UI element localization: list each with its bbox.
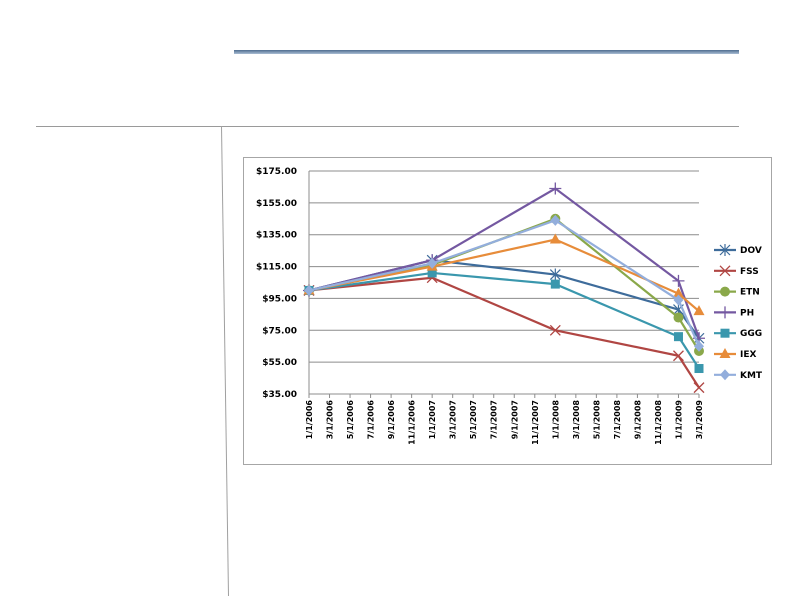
x-tick-label: 11/1/2006: [408, 400, 417, 445]
x-tick-label: 9/1/2008: [633, 400, 642, 440]
x-tick-label: 3/1/2008: [572, 400, 581, 440]
x-tick-label: 7/1/2007: [490, 400, 499, 439]
y-tick-label: $155.00: [256, 199, 297, 209]
y-tick-label: $115.00: [256, 263, 297, 273]
x-tick-label: 5/1/2008: [592, 400, 601, 440]
data-point-dov: [549, 268, 561, 281]
x-tick-label: 3/1/2007: [449, 400, 458, 439]
legend-marker-fss: [719, 265, 731, 277]
data-point-ph: [549, 182, 562, 195]
x-tick-label: 9/1/2006: [387, 400, 396, 440]
data-point-kmt: [694, 340, 704, 352]
legend-marker-etn: [720, 286, 730, 297]
line-chart: $175.00 $155.00 $135.00 $115.00 $95.00 $75.00…: [256, 167, 763, 445]
x-tick-label: 9/1/2007: [510, 400, 519, 439]
data-point-ph: [672, 274, 685, 287]
data-point-fss: [549, 324, 561, 336]
y-tick-label: $35.00: [262, 390, 297, 400]
legend-label-fss: FSS: [740, 267, 759, 277]
x-tick-label: 1/1/2006: [305, 400, 314, 440]
y-tick-label: $55.00: [262, 358, 297, 368]
legend-marker-ggg: [720, 328, 730, 338]
series-line-ph: [308, 187, 701, 339]
data-point-iex: [549, 233, 561, 244]
series-line-fss: [308, 276, 700, 389]
legend-marker-dov: [719, 244, 731, 256]
data-point-etn: [673, 312, 684, 323]
legend-label-kmt: KMT: [740, 371, 763, 381]
x-tick-label: 3/1/2009: [695, 400, 704, 440]
data-point-ggg: [673, 332, 683, 342]
legend-marker-iex: [719, 348, 731, 358]
legend-marker-kmt: [720, 369, 730, 381]
data-point-kmt: [427, 257, 438, 269]
x-tick-label: 11/1/2008: [654, 400, 663, 445]
legend-label-ggg: GGG: [740, 329, 762, 339]
x-tick-label: 1/1/2007: [428, 400, 437, 439]
y-tick-label: $95.00: [262, 294, 297, 304]
data-point-ggg: [550, 279, 560, 289]
x-tick-label: 7/1/2008: [613, 400, 622, 440]
series-line-dov: [308, 259, 700, 339]
y-tick-label: $75.00: [262, 326, 297, 336]
x-tick-label: 11/1/2007: [531, 400, 540, 445]
data-point-iex: [672, 287, 684, 298]
legend-label-ph: PH: [740, 308, 754, 318]
legend-label-etn: ETN: [740, 288, 760, 298]
legend-label-iex: IEX: [740, 350, 756, 360]
data-point-kmt: [673, 294, 684, 306]
data-point-kmt: [304, 284, 314, 296]
x-tick-label: 1/1/2008: [551, 400, 560, 440]
series-line-kmt: [308, 219, 701, 347]
section-divider: [36, 126, 739, 127]
chart-frame: $175.00 $155.00 $135.00 $115.00 $95.00 $75.00…: [243, 157, 772, 465]
data-point-iex: [693, 305, 705, 316]
data-point-fss: [673, 350, 684, 362]
x-tick-label: 1/1/2009: [674, 400, 683, 440]
x-tick-label: 7/1/2006: [367, 400, 376, 440]
top-header-rule: [234, 50, 739, 54]
data-point-ggg: [427, 268, 437, 278]
legend-label-dov: DOV: [740, 246, 762, 256]
x-tick-label: 5/1/2007: [469, 400, 478, 439]
x-tick-label: 5/1/2006: [346, 400, 355, 440]
vertical-divider: [221, 126, 229, 596]
y-tick-label: $135.00: [256, 231, 297, 241]
legend-marker-ph: [719, 306, 731, 319]
data-point-fss: [693, 382, 705, 394]
data-point-kmt: [550, 214, 561, 226]
y-tick-label: $175.00: [256, 167, 297, 177]
x-tick-label: 3/1/2006: [326, 400, 335, 440]
data-point-ggg: [694, 364, 704, 374]
